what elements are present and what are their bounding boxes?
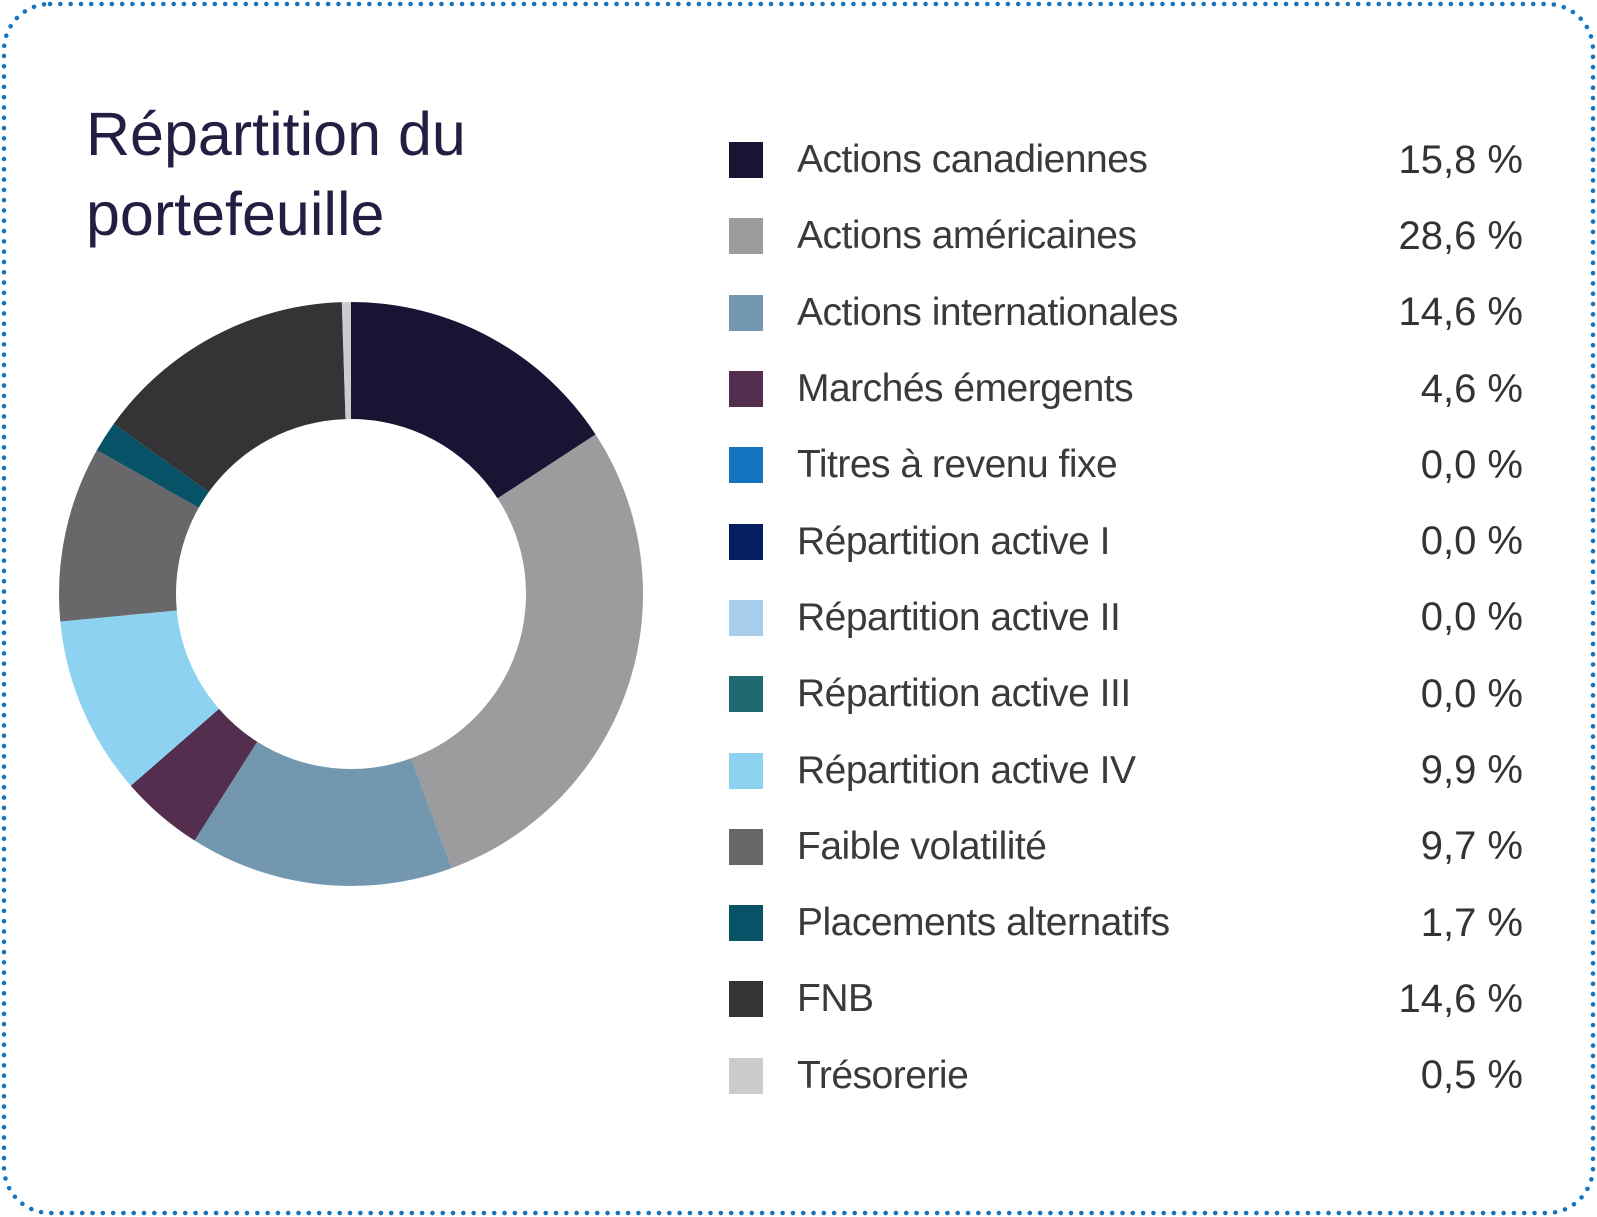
legend-item: Titres à revenu fixe 0,0 % — [729, 427, 1523, 503]
legend-item: Répartition active I 0,0 % — [729, 503, 1523, 579]
legend-label: Marchés émergents — [797, 367, 1134, 411]
legend-label: FNB — [797, 977, 874, 1021]
legend-swatch — [729, 523, 763, 560]
legend-label: Trésorerie — [797, 1053, 969, 1097]
legend-item: Trésorerie 0,5 % — [729, 1038, 1523, 1114]
donut-segment — [194, 741, 452, 886]
legend-item: Répartition active II 0,0 % — [729, 580, 1523, 656]
legend-swatch — [729, 294, 763, 331]
donut-segment — [130, 708, 258, 841]
legend-item: Répartition active IV 9,9 % — [729, 732, 1523, 808]
legend-label: Répartition active IV — [797, 748, 1136, 792]
legend-swatch — [729, 905, 763, 942]
legend-value: 9,7 % — [1420, 824, 1523, 869]
legend-value: 14,6 % — [1398, 976, 1523, 1021]
legend-label: Répartition active I — [797, 519, 1110, 563]
legend-swatch — [729, 1057, 763, 1094]
legend-swatch — [729, 752, 763, 789]
donut-segment — [60, 610, 220, 786]
legend-swatch — [729, 447, 763, 484]
legend-label: Faible volatilité — [797, 824, 1047, 868]
legend-swatch — [729, 218, 763, 255]
legend-value: 28,6 % — [1398, 213, 1523, 258]
legend-item: Marchés émergents 4,6 % — [729, 351, 1523, 427]
donut-chart — [59, 301, 644, 886]
legend-value: 15,8 % — [1398, 137, 1523, 182]
legend-swatch — [729, 676, 763, 713]
legend-label: Titres à revenu fixe — [797, 443, 1118, 487]
legend-item: Répartition active III 0,0 % — [729, 656, 1523, 732]
legend-swatch — [729, 142, 763, 179]
legend-item: Actions américaines 28,6 % — [729, 198, 1523, 274]
legend-value: 0,5 % — [1420, 1053, 1523, 1098]
donut-segment — [341, 301, 351, 420]
legend-value: 14,6 % — [1398, 290, 1523, 335]
legend-item: FNB 14,6 % — [729, 961, 1523, 1037]
legend-item: Actions internationales 14,6 % — [729, 275, 1523, 351]
chart-title: Répartition du portefeuille — [86, 100, 466, 248]
donut-segment — [96, 423, 209, 508]
legend: Actions canadiennes 15,8 % Actions américa… — [729, 122, 1523, 1114]
legend-label: Répartition active III — [797, 672, 1131, 716]
legend-item: Faible volatilité 9,7 % — [729, 809, 1523, 885]
legend-item: Placements alternatifs 1,7 % — [729, 885, 1523, 961]
legend-value: 0,0 % — [1420, 442, 1523, 487]
legend-swatch — [729, 599, 763, 636]
donut-segment — [59, 450, 199, 622]
legend-value: 4,6 % — [1420, 366, 1523, 411]
donut-segment — [113, 302, 346, 493]
legend-swatch — [729, 981, 763, 1018]
legend-swatch — [729, 828, 763, 865]
legend-value: 0,0 % — [1420, 671, 1523, 716]
legend-swatch — [729, 371, 763, 408]
legend-value: 1,7 % — [1420, 900, 1523, 945]
legend-label: Répartition active II — [797, 595, 1121, 639]
donut-segment — [411, 434, 644, 869]
legend-value: 9,9 % — [1420, 748, 1523, 793]
legend-label: Actions internationales — [797, 290, 1178, 334]
legend-label: Actions canadiennes — [797, 138, 1148, 182]
legend-value: 0,0 % — [1420, 519, 1523, 564]
legend-value: 0,0 % — [1420, 595, 1523, 640]
legend-label: Actions américaines — [797, 214, 1137, 258]
donut-segment — [351, 302, 596, 499]
legend-label: Placements alternatifs — [797, 901, 1170, 945]
legend-item: Actions canadiennes 15,8 % — [729, 122, 1523, 198]
